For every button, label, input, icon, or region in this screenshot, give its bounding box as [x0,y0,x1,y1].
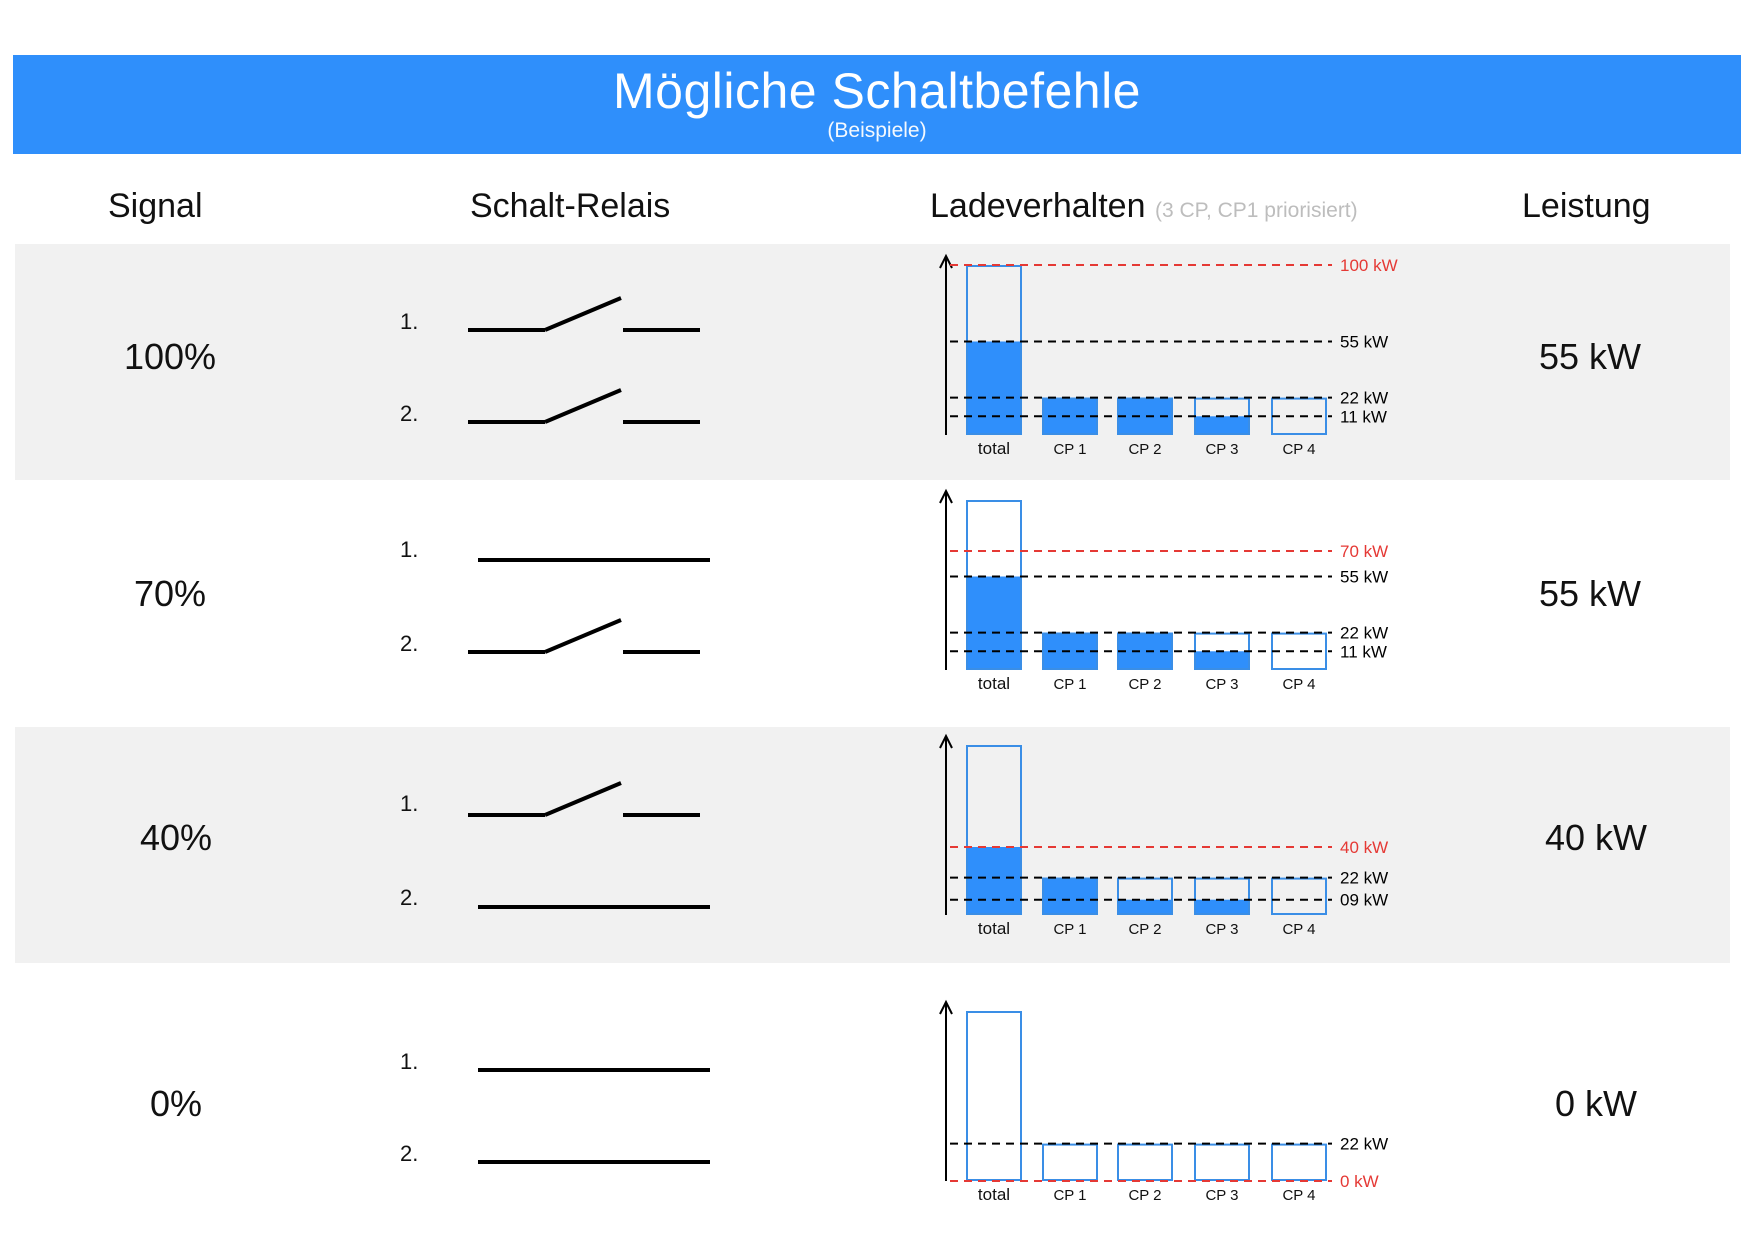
bar-capacity [1271,1143,1327,1182]
relay-diagram [468,296,700,424]
bar-capacity [1117,1143,1173,1182]
bar-capacity [966,1011,1022,1181]
bar-label: CP 1 [1053,441,1086,458]
bar-fill [1194,899,1250,915]
signal-value: 40% [139,817,213,858]
signal-value: 70% [133,573,207,614]
reference-label: 55 kW [1340,333,1388,352]
bar-label: CP 1 [1053,676,1086,693]
bar-fill [966,847,1022,915]
leistung-value: 40 kW [1544,817,1648,858]
charging-chart: total CP 1 CP 2 CP 3 CP 4 100 kW 55 kW 22 kW11 … [939,253,1398,458]
reference-label: 70 kW [1340,542,1388,561]
leistung-value: 55 kW [1538,336,1642,377]
bar-fill [966,576,1022,670]
bar-capacity [1194,1143,1250,1182]
relay-label: 1. [400,791,419,816]
bar-label: total [978,674,1010,693]
bar-label: CP 2 [1128,676,1161,693]
bar-label: total [978,439,1010,458]
reference-label: 0 kW [1340,1172,1379,1191]
reference-label: 40 kW [1340,838,1388,857]
bar-label: CP 2 [1128,921,1161,938]
leistung-value: 0 kW [1554,1083,1637,1124]
relay-switch-arm [544,781,622,817]
reference-label: 11 kW [1340,642,1387,661]
column-header-ladeverhalten-note: (3 CP, CP1 priorisiert) [1154,199,1358,222]
bar-capacity [1271,877,1327,916]
signal-value: 100% [123,336,217,377]
leistung-value: 55 kW [1538,573,1642,614]
bar-label: total [978,919,1010,938]
reference-label: 11 kW [1340,407,1387,426]
bar-fill [1194,651,1250,670]
bar-label: CP 3 [1205,921,1238,938]
reference-label: 22 kW [1340,624,1388,643]
bar-label: CP 1 [1053,921,1086,938]
page-title: Mögliche Schaltbefehle [613,63,1141,119]
bar-fill [1194,416,1250,435]
reference-label: 55 kW [1340,568,1388,587]
relay-label: 1. [400,1049,419,1074]
relay-diagram [478,1068,710,1164]
bar-label: CP 4 [1282,441,1315,458]
page-subtitle: (Beispiele) [827,119,927,142]
reference-label: 22 kW [1340,1135,1388,1154]
relay-switch-arm [544,388,622,424]
y-axis-arrow [939,999,953,1015]
relay-switch-arm [544,618,622,654]
bar-label: CP 2 [1128,441,1161,458]
column-header-ladeverhalten-label: Ladeverhalten [930,187,1146,225]
relay-label: 1. [400,537,419,562]
relay-label: 2. [400,885,419,910]
bar-label: CP 1 [1053,1187,1086,1204]
bar-fill [966,341,1022,435]
column-header-signal: Signal [108,187,203,225]
bar-label: CP 3 [1205,676,1238,693]
bar-fill [1042,877,1098,915]
column-header-relais: Schalt-Relais [470,187,671,225]
reference-label: 100 kW [1340,256,1398,275]
relay-label: 2. [400,631,419,656]
reference-label: 09 kW [1340,891,1388,910]
reference-label: 22 kW [1340,389,1388,408]
row-4 [15,965,1730,1201]
bar-label: CP 4 [1282,921,1315,938]
bar-label: CP 4 [1282,1187,1315,1204]
title-banner: Mögliche Schaltbefehle (Beispiele) [13,55,1741,154]
bar-label: CP 4 [1282,676,1315,693]
relay-diagram [468,558,710,654]
y-axis-arrow [939,488,953,504]
row-1 [15,244,1730,480]
signal-value: 0% [149,1083,203,1124]
relay-label: 1. [400,309,419,334]
bar-label: CP 3 [1205,441,1238,458]
bar-label: total [978,1185,1010,1204]
relay-switch-arm [544,296,622,332]
column-header-leistung: Leistung [1522,187,1651,225]
relay-label: 2. [400,401,419,426]
relay-label: 2. [400,1141,419,1166]
bar-capacity [966,745,1022,915]
bar-label: CP 3 [1205,1187,1238,1204]
charging-chart: total CP 1 CP 2 CP 3 CP 4 22 kW 0 kW [939,999,1388,1204]
charging-chart: total CP 1 CP 2 CP 3 CP 4 40 kW 22 kW 09 kW [939,733,1388,938]
bar-fill [1117,899,1173,915]
y-axis-arrow [939,733,953,749]
column-header-ladeverhalten: Ladeverhalten (3 CP, CP1 priorisiert) [930,186,1358,231]
reference-label: 22 kW [1340,869,1388,888]
bar-label: CP 2 [1128,1187,1161,1204]
relay-diagram [468,781,710,909]
bar-capacity [1042,1143,1098,1182]
bar-capacity [966,500,1022,670]
bar-capacity [1117,877,1173,916]
row-3 [15,727,1730,963]
